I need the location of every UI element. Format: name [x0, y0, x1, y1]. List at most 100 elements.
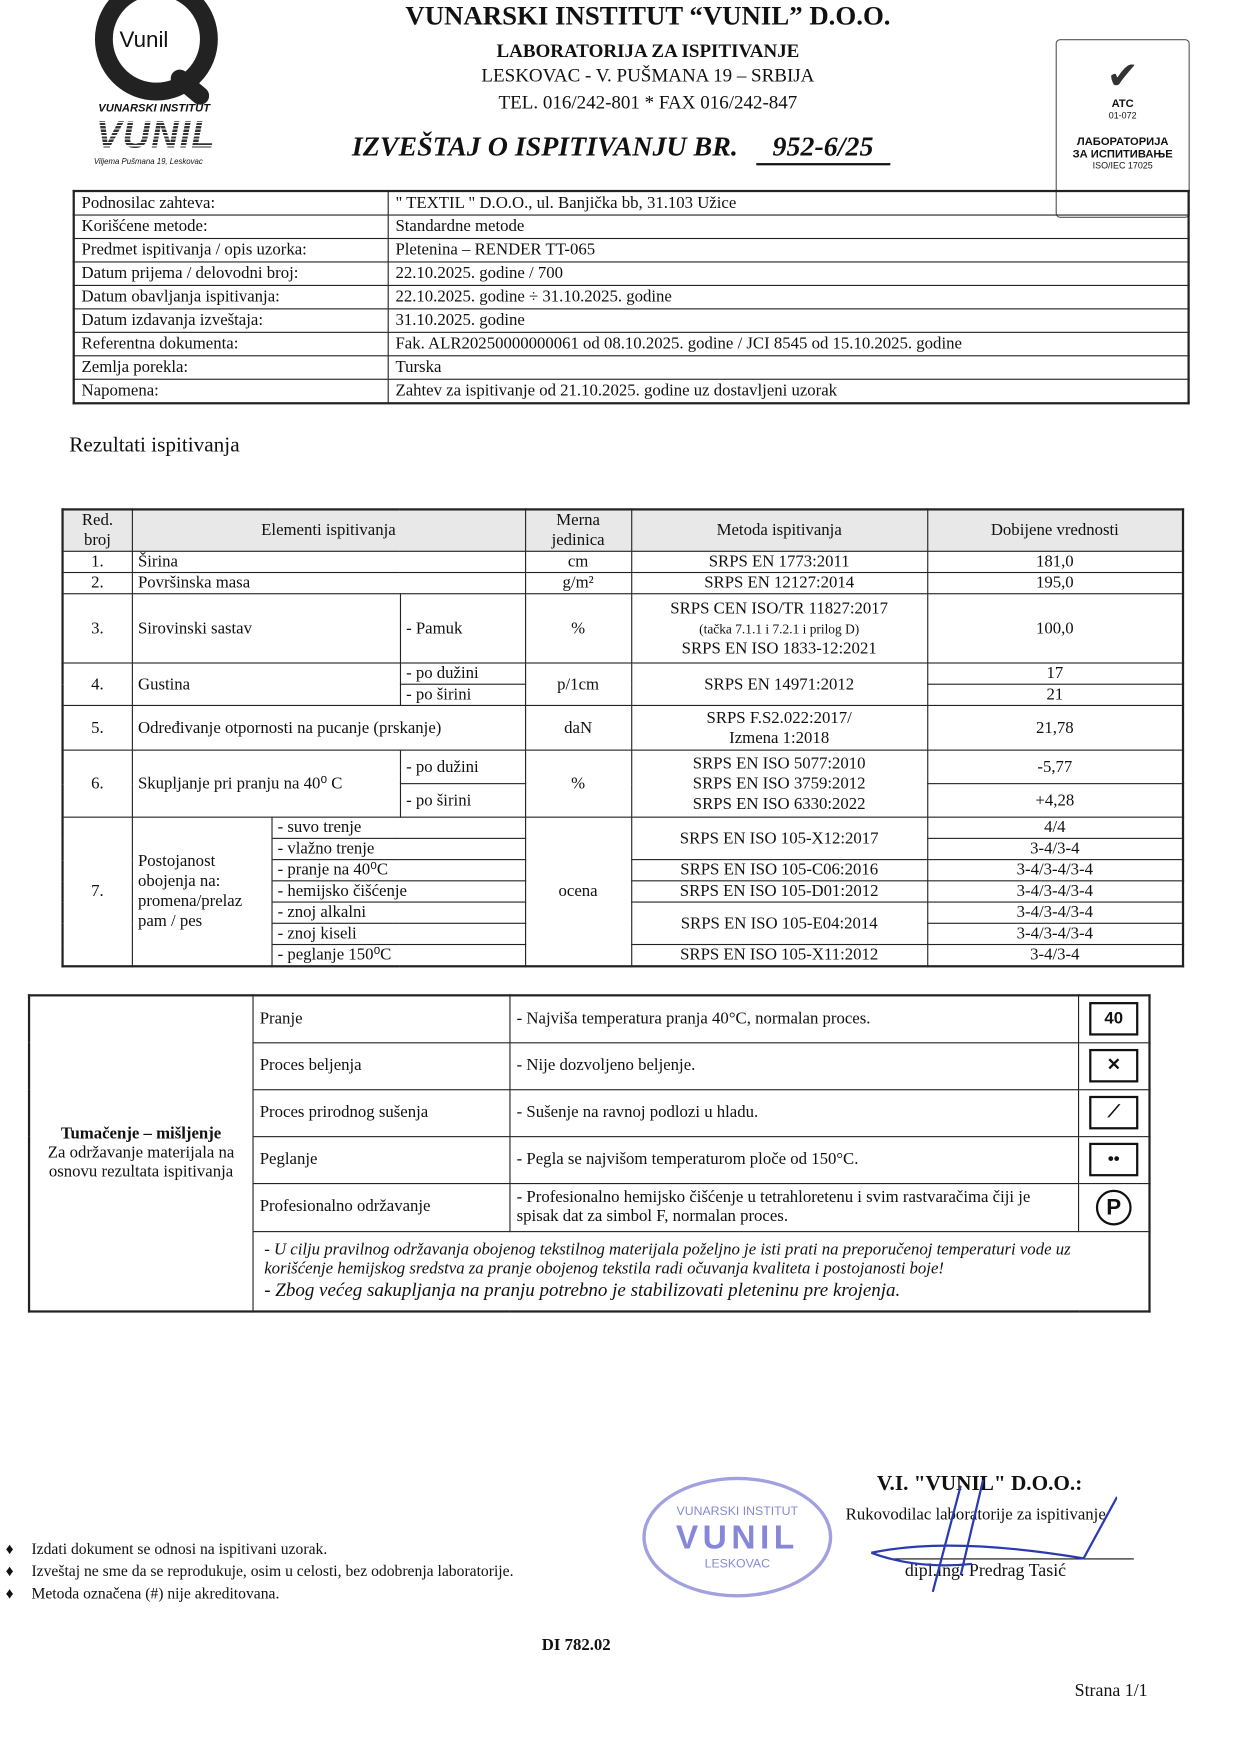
method-line: SRPS CEN ISO/TR 11827:2017	[670, 599, 889, 618]
row-sub: - znoj alkalni	[270, 901, 526, 924]
header-element: Elementi ispitivanja	[131, 508, 526, 552]
care-text: - Sušenje na ravnoj podlozi u hladu.	[508, 1088, 1080, 1137]
row-method: SRPS EN 1773:2011	[630, 550, 928, 574]
signature-line	[893, 1558, 1134, 1560]
row-unit: %	[524, 593, 632, 664]
row-element: Određivanje otpornosti na pucanje (prska…	[131, 704, 526, 751]
care-note: - U cilju pravilnog održavanja obojenog …	[251, 1230, 1151, 1312]
row-value: 195,0	[926, 571, 1184, 595]
page-number: Strana 1/1	[1074, 1681, 1148, 1701]
care-row: Profesionalno održavanje - Profesionalno …	[29, 1182, 1151, 1232]
care-label: Pranje	[251, 994, 510, 1043]
row-method: SRPS F.S2.022:2017/ Izmena 1:2018	[630, 704, 928, 751]
logo-institute: VUNARSKI INSTITUT	[98, 102, 211, 116]
info-value: 22.10.2025. godine ÷ 31.10.2025. godine	[387, 284, 1190, 310]
table-row: 4. Gustina - po dužini p/1cm SRPS EN 149…	[61, 662, 1184, 707]
company-name: VUNARSKI INSTITUT “VUNIL” D.O.O.	[405, 2, 891, 32]
row-element: Širina	[131, 550, 526, 574]
care-label: Proces prirodnog sušenja	[251, 1088, 510, 1137]
info-value: Fak. ALR20250000000061 od 08.10.2025. go…	[387, 331, 1190, 357]
info-row: Zemlja porekla: Turska	[73, 355, 1190, 380]
info-label: Napomena:	[73, 378, 389, 404]
care-table: Tumačenje – mišljenje Za održavanje mater…	[27, 994, 1151, 1313]
iron-150-icon: ••	[1089, 1142, 1139, 1177]
row-element: Skupljanje pri pranju na 40⁰ C	[131, 749, 401, 818]
info-value: Zahtev za ispitivanje od 21.10.2025. god…	[387, 378, 1190, 404]
care-text: - Nije dozvoljeno beljenje.	[508, 1041, 1080, 1090]
info-label: Predmet ispitivanja / opis uzorka:	[73, 237, 389, 263]
info-label: Podnosilac zahteva:	[73, 190, 389, 216]
row-method: SRPS EN 14971:2012	[630, 662, 928, 707]
table-row: - hemijsko čišćenje SRPS EN ISO 105-D01:…	[63, 880, 1184, 903]
dry-flat-shade-icon: ⟋	[1089, 1095, 1139, 1130]
method-line: SRPS EN ISO 5077:2010	[692, 754, 866, 773]
info-row: Korišćene metode: Standardne metode	[73, 214, 1190, 240]
row-sub: - po širini	[399, 683, 526, 707]
atc-line1: ЛАБОРАТОРИЈА	[1076, 136, 1169, 149]
row-value: 4/4	[926, 816, 1184, 839]
interpretation-subtitle: Za održavanje materijala na osnovu rezul…	[47, 1143, 235, 1181]
row-value: 100,0	[926, 593, 1184, 664]
note-item: Metoda označena (#) nije akreditovana.	[6, 1584, 514, 1606]
results-table: Red. broj Elementi ispitivanja Merna jed…	[61, 508, 1185, 968]
info-row: Datum obavljanja ispitivanja: 22.10.2025.…	[73, 284, 1190, 310]
table-row: - pranje na 40⁰C SRPS EN ISO 105-C06:201…	[63, 859, 1184, 882]
atc-standard: ISO/IEC 17025	[1092, 160, 1153, 171]
note-item: Izdati dokument se odnosi na ispitivani …	[6, 1539, 514, 1561]
info-label: Korišćene metode:	[73, 214, 389, 240]
handwritten-signature	[870, 1479, 1118, 1593]
row-method: SRPS EN ISO 105-D01:2012	[630, 880, 928, 903]
row-value: 181,0	[926, 550, 1184, 574]
row-sub: - po dužini	[399, 749, 526, 785]
care-row: Proces prirodnog sušenja - Sušenje na rav…	[29, 1088, 1151, 1137]
footer-notes: Izdati dokument se odnosi na ispitivani …	[6, 1539, 514, 1606]
info-label: Datum izdavanja izveštaja:	[73, 308, 389, 333]
table-row: - znoj alkalni SRPS EN ISO 105-E04:2014 …	[63, 901, 1184, 946]
header-no: Red. broj	[61, 508, 133, 552]
table-row: - po širini 21	[63, 683, 1184, 707]
care-note-2: - Zbog većeg sakupljanja na pranju potre…	[264, 1278, 901, 1300]
row-value: 3-4/3-4	[926, 837, 1184, 861]
stamp-main: VUNIL	[675, 1519, 799, 1557]
header-unit: Merna jedinica	[524, 508, 632, 552]
row-element: Gustina	[131, 662, 401, 707]
row-value: 21,78	[926, 704, 1184, 751]
row-value: +4,28	[926, 783, 1184, 818]
method-line: SRPS EN ISO 6330:2022	[692, 794, 866, 813]
info-label: Datum obavljanja ispitivanja:	[73, 284, 389, 310]
atc-chevron-icon: ✔	[1106, 54, 1139, 98]
info-label: Datum prijema / delovodni broj:	[73, 261, 389, 286]
method-line: SRPS EN ISO 3759:2012	[692, 774, 866, 793]
info-table: Podnosilac zahteva: " TEXTIL " D.O.O., ul…	[72, 189, 1190, 405]
header-method: Metoda ispitivanja	[630, 508, 928, 552]
row-sub: - peglanje 150⁰C	[270, 943, 526, 967]
table-row: 2. Površinska masa g/m² SRPS EN 12127:20…	[61, 571, 1184, 595]
stamp-bottom: LESKOVAC	[704, 1557, 770, 1571]
no-bleach-icon: ✕	[1089, 1048, 1139, 1083]
interpretation-cell: Tumačenje – mišljenje Za održavanje mater…	[28, 994, 254, 1312]
report-title-text: IZVEŠTAJ O ISPITIVANJU BR.	[351, 131, 738, 162]
info-row: Napomena: Zahtev za ispitivanje od 21.10.…	[73, 378, 1190, 404]
row-sub: - hemijsko čišćenje	[270, 880, 526, 903]
atc-line2: ЗА ИСПИТИВАЊЕ	[1072, 148, 1173, 161]
care-row: Tumačenje – mišljenje Za održavanje mater…	[28, 994, 1151, 1312]
row-unit: daN	[524, 704, 632, 751]
method-line: Izmena 1:2018	[729, 728, 830, 747]
row-no: 4.	[61, 662, 133, 707]
signature-company: V.I. "VUNIL" D.O.O.:	[876, 1472, 1083, 1496]
info-value: " TEXTIL " D.O.O., ul. Banjička bb, 31.1…	[387, 190, 1190, 216]
table-row: 6. Skupljanje pri pranju na 40⁰ C - po d…	[61, 749, 1184, 818]
row-unit: p/1cm	[524, 662, 632, 707]
atc-mark: ATC	[1111, 98, 1134, 111]
info-label: Referentna dokumenta:	[73, 331, 389, 357]
care-text: - Profesionalno hemijsko čišćenje u tetr…	[508, 1182, 1080, 1232]
stamp: VUNARSKI INSTITUT VUNIL LESKOVAC	[642, 1476, 833, 1598]
row-method: SRPS EN ISO 105-X11:2012	[630, 943, 928, 967]
professional-clean-p-icon: P	[1095, 1189, 1132, 1225]
row-value: 3-4/3-4/3-4	[926, 901, 1184, 924]
row-unit: %	[524, 749, 632, 818]
signature-name: dipl.ing. Predrag Tasić	[904, 1561, 1067, 1581]
method-line: (tačka 7.1.1 i 7.2.1 i prilog D)	[699, 620, 860, 637]
care-note-row: - U cilju pravilnog održavanja obojenog …	[29, 1230, 1151, 1312]
table-row: - znoj kiseli 3-4/3-4/3-4	[63, 922, 1184, 946]
